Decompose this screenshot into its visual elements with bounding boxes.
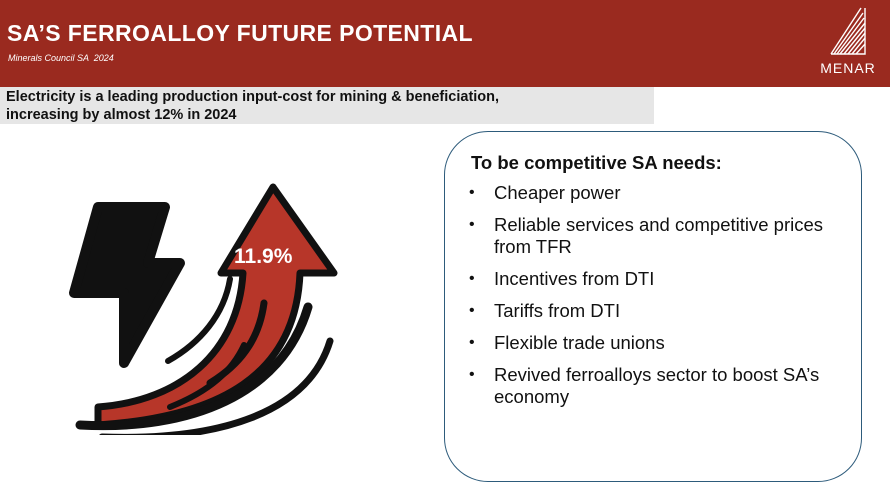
list-item-label: Revived ferroalloys sector to boost SA’s…	[494, 364, 820, 407]
list-item-label: Flexible trade unions	[494, 332, 665, 353]
list-item-label: Cheaper power	[494, 182, 621, 203]
list-item-label: Incentives from DTI	[494, 268, 655, 289]
requirements-list: • Cheaper power • Reliable services and co…	[469, 182, 841, 418]
menar-logo-icon	[830, 7, 866, 55]
list-item: • Tariffs from DTI	[469, 300, 841, 322]
percentage-label: 11.9%	[234, 245, 293, 268]
header-bar: SA’S FERROALLOY FUTURE POTENTIAL Mineral…	[0, 0, 890, 87]
bullet-icon: •	[469, 184, 475, 201]
electricity-graphic-svg: 11.9%	[69, 183, 338, 441]
page-title: SA’S FERROALLOY FUTURE POTENTIAL	[7, 20, 474, 46]
bullet-icon: •	[469, 216, 475, 233]
list-item: • Flexible trade unions	[469, 332, 841, 354]
lightning-bolt-icon	[69, 202, 185, 368]
headline-banner: Electricity is a leading production inpu…	[0, 87, 654, 124]
page-subtitle: Minerals Council SA 2024	[8, 53, 114, 63]
bullet-icon: •	[469, 366, 475, 383]
menar-logo: MENAR	[806, 4, 890, 84]
list-item-label: Tariffs from DTI	[494, 300, 621, 321]
list-item: • Revived ferroalloys sector to boost SA’…	[469, 364, 841, 408]
list-item: • Cheaper power	[469, 182, 841, 204]
list-item: • Incentives from DTI	[469, 268, 841, 290]
electricity-graphic: 11.9%	[60, 175, 360, 441]
list-item-label: Reliable services and competitive prices…	[494, 214, 824, 257]
competitiveness-card: To be competitive SA needs: • Cheaper pow…	[444, 131, 862, 482]
bullet-icon: •	[469, 270, 475, 287]
banner-line-1: Electricity is a leading production inpu…	[6, 89, 500, 105]
banner-line-2: increasing by almost 12% in 2024	[6, 107, 237, 123]
card-title: To be competitive SA needs:	[471, 152, 722, 173]
logo-text: MENAR	[820, 60, 876, 76]
bullet-icon: •	[469, 334, 475, 351]
list-item: • Reliable services and competitive price…	[469, 214, 841, 258]
bullet-icon: •	[469, 302, 475, 319]
